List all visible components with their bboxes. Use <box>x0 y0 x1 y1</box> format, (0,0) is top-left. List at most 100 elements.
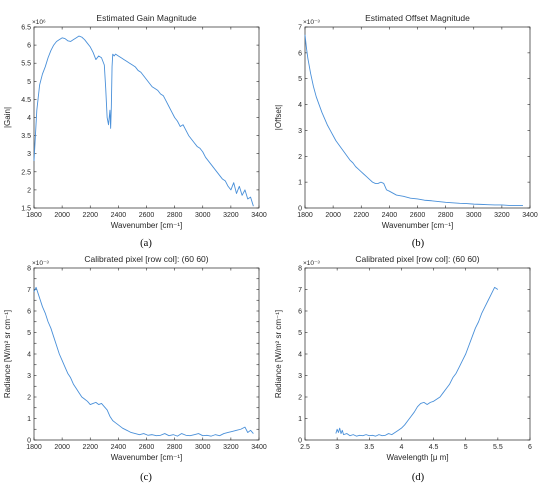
y-tick-label: 3.5 <box>21 133 31 140</box>
panel-caption: (b) <box>412 238 425 249</box>
x-tick-label: 3400 <box>522 212 538 219</box>
x-tick-label: 3400 <box>251 444 267 451</box>
y-axis-label: Radiance [W/m² sr cm⁻¹] <box>274 310 283 398</box>
x-tick-label: 2200 <box>82 212 98 219</box>
y-tick-label: 4 <box>298 352 302 359</box>
y-tick-label: 3 <box>298 128 302 135</box>
y-tick-label: 6.5 <box>21 25 31 32</box>
y-axis-label: |Gain| <box>3 107 12 128</box>
x-axis-label: Wavenumber [cm⁻¹] <box>382 221 454 230</box>
y-tick-label: 5 <box>298 76 302 83</box>
panel-c: Calibrated pixel [row col]: (60 60) ×10⁻³… <box>3 254 267 483</box>
panel-d: Calibrated pixel [row col]: (60 60) ×10⁻³… <box>274 254 532 483</box>
y-tick-label: 6 <box>27 43 31 50</box>
axes-box <box>304 26 531 209</box>
x-tick-label: 2.5 <box>300 444 310 451</box>
series-line <box>33 35 254 207</box>
x-tick-label: 5.5 <box>493 444 503 451</box>
x-tick-label: 1800 <box>26 444 42 451</box>
y-tick-label: 6 <box>298 50 302 57</box>
y-tick-label: 2 <box>27 187 31 194</box>
chart-title: Calibrated pixel [row col]: (60 60) <box>84 254 208 264</box>
x-axis-label: Wavelength [μ m] <box>386 453 448 462</box>
x-axis-label: Wavenumber [cm⁻¹] <box>111 453 183 462</box>
y-tick-label: 5 <box>27 330 31 337</box>
y-axis-label: Radiance [W/m² sr cm⁻¹] <box>3 310 12 398</box>
panel-caption: (d) <box>412 472 425 483</box>
y-tick-label: 4.5 <box>21 97 31 104</box>
y-tick-label: 1 <box>27 416 31 423</box>
x-tick-label: 4 <box>399 444 403 451</box>
x-tick-label: 2000 <box>325 212 341 219</box>
series-line <box>335 286 499 437</box>
x-tick-label: 2400 <box>111 212 127 219</box>
axis-exponent-label: ×10⁻³ <box>32 260 49 267</box>
y-tick-label: 0 <box>298 438 302 445</box>
x-tick-label: 3.5 <box>364 444 374 451</box>
x-tick-label: 3400 <box>251 212 267 219</box>
series-line <box>33 286 254 437</box>
x-tick-label: 2400 <box>111 444 127 451</box>
y-tick-label: 1 <box>298 180 302 187</box>
y-tick-label: 0 <box>27 438 31 445</box>
x-axis-label: Wavenumber [cm⁻¹] <box>111 221 183 230</box>
axis-exponent-label: ×10⁻³ <box>303 19 320 26</box>
x-tick-label: 2200 <box>353 212 369 219</box>
chart-title: Calibrated pixel [row col]: (60 60) <box>355 254 479 264</box>
x-tick-label: 3000 <box>466 212 482 219</box>
x-tick-label: 2600 <box>139 212 155 219</box>
y-tick-label: 1.5 <box>21 206 31 213</box>
y-tick-label: 5 <box>27 79 31 86</box>
x-tick-label: 6 <box>528 444 532 451</box>
y-tick-label: 4 <box>27 115 31 122</box>
y-tick-label: 2 <box>298 395 302 402</box>
x-tick-label: 3200 <box>223 212 239 219</box>
y-tick-label: 8 <box>27 266 31 273</box>
x-tick-label: 2800 <box>167 444 183 451</box>
y-tick-label: 5.5 <box>21 61 31 68</box>
x-tick-label: 2800 <box>167 212 183 219</box>
y-tick-label: 3 <box>27 373 31 380</box>
axes-box <box>304 267 531 441</box>
x-tick-label: 3200 <box>494 212 510 219</box>
x-tick-label: 5 <box>464 444 468 451</box>
y-tick-label: 5 <box>298 330 302 337</box>
y-tick-label: 6 <box>27 309 31 316</box>
y-tick-label: 4 <box>298 102 302 109</box>
x-tick-label: 1800 <box>26 212 42 219</box>
y-tick-label: 7 <box>27 287 31 294</box>
chart-title: Estimated Gain Magnitude <box>96 13 196 23</box>
y-tick-label: 6 <box>298 309 302 316</box>
x-tick-label: 2200 <box>82 444 98 451</box>
y-tick-label: 2 <box>298 154 302 161</box>
y-tick-label: 7 <box>298 287 302 294</box>
x-tick-label: 3000 <box>195 212 211 219</box>
y-tick-label: 3 <box>298 373 302 380</box>
panel-a: Estimated Gain Magnitude ×10⁶ 1800 2000 2200… <box>3 13 267 249</box>
chart-title: Estimated Offset Magnitude <box>365 13 470 23</box>
x-tick-label: 2800 <box>438 212 454 219</box>
y-tick-label: 0 <box>298 206 302 213</box>
x-tick-label: 2000 <box>54 444 70 451</box>
x-tick-label: 1800 <box>297 212 313 219</box>
y-tick-label: 4 <box>27 352 31 359</box>
y-tick-label: 2 <box>27 395 31 402</box>
x-tick-label: 2000 <box>54 212 70 219</box>
y-axis-label: |Offset| <box>274 105 283 130</box>
y-tick-label: 3 <box>27 151 31 158</box>
panel-caption: (a) <box>140 238 152 249</box>
axes-box <box>33 267 260 441</box>
series-line <box>304 34 523 206</box>
y-tick-label: 7 <box>298 25 302 32</box>
x-tick-label: 2600 <box>139 444 155 451</box>
x-tick-label: 2400 <box>382 212 398 219</box>
x-tick-label: 3200 <box>223 444 239 451</box>
x-tick-label: 2600 <box>410 212 426 219</box>
x-tick-label: 4.5 <box>429 444 439 451</box>
panel-caption: (c) <box>140 472 152 483</box>
axis-exponent-label: ×10⁻³ <box>303 260 320 267</box>
x-tick-label: 3 <box>335 444 339 451</box>
y-tick-label: 2.5 <box>21 169 31 176</box>
panel-b: Estimated Offset Magnitude ×10⁻³ 1800 2000 2… <box>274 13 538 249</box>
